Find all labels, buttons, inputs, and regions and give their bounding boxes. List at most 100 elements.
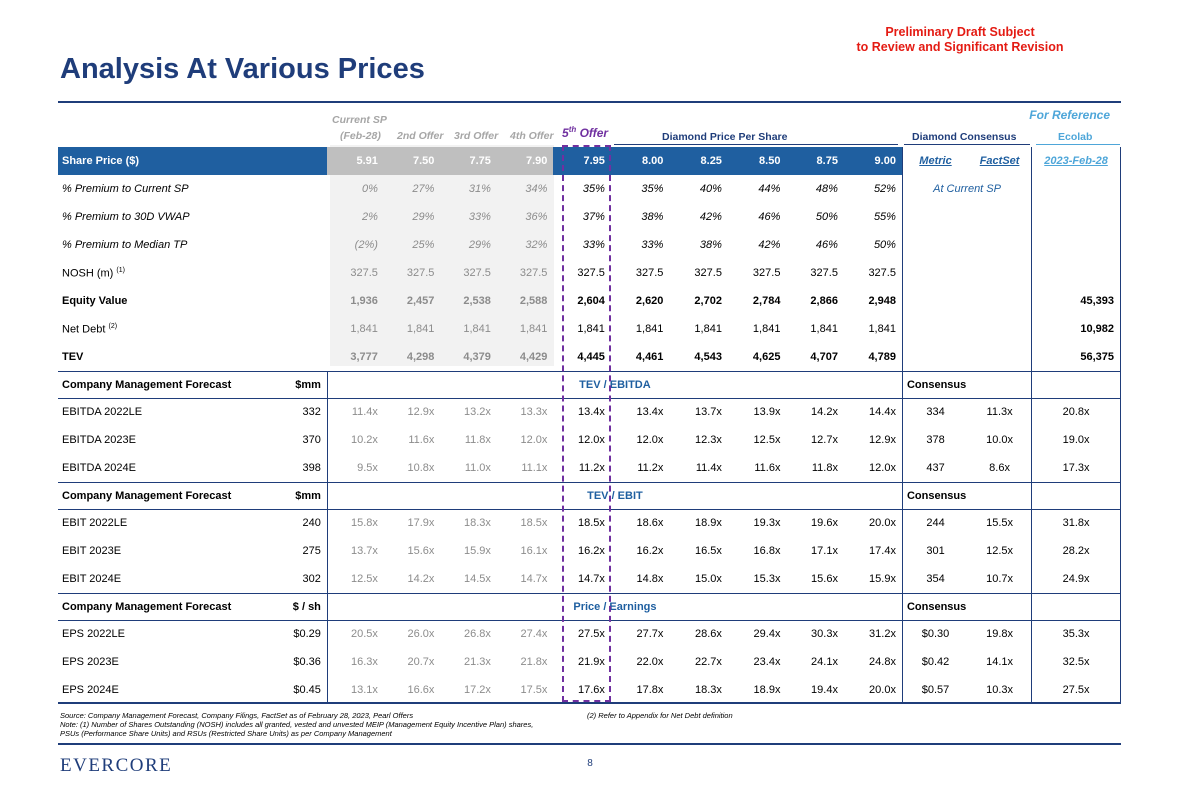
value-cell: 327.5 — [694, 267, 722, 279]
consensus-value: 354 — [901, 565, 969, 593]
forecast-row: EBIT 2022LE 240 15.8x 17.9x 18.3x 18.5x 18.5x 1… — [58, 508, 1121, 537]
value-cell: 12.0x — [636, 434, 664, 446]
page-number: 8 — [587, 758, 593, 769]
share-price-value: 8.00 — [610, 147, 670, 175]
value-cell: 327.5 — [577, 267, 605, 279]
prior-offer-cell: 25% — [412, 239, 435, 251]
value-cell: 11.8x — [811, 461, 838, 474]
base-value: $0.45 — [293, 684, 321, 696]
row-label: EBITDA 2024E — [62, 461, 136, 474]
value-cell: 15.9x — [869, 572, 896, 585]
share-price-offer4: 7.90 — [496, 147, 554, 175]
metric-row: Equity Value 1,936 2,457 2,538 2,588 2,604 2,6… — [58, 287, 1121, 315]
consensus-multiple: 10.3x — [986, 684, 1014, 696]
footnote-ref: (1) — [116, 266, 125, 274]
value-cell: 35% — [582, 183, 605, 195]
value-cell: 38% — [641, 211, 664, 223]
prior-offer-cell: 33% — [468, 211, 491, 223]
value-cell: 4,789 — [868, 350, 896, 363]
value-cell: 14.8x — [636, 572, 664, 585]
prior-offer-cell: 9.5x — [326, 454, 384, 482]
prior-offer-cell: 31% — [468, 183, 491, 195]
prior-offer-cell: 29% — [468, 239, 491, 251]
consensus-value: 244 — [901, 508, 969, 537]
prior-offer-cell: 14.5x — [463, 572, 491, 585]
ecolab-cell — [1031, 231, 1121, 259]
base-value: $0.36 — [293, 656, 321, 668]
ecolab-cell — [1031, 203, 1121, 231]
row-label-text: % Premium to Current SP — [62, 183, 189, 195]
prior-offer-cell: 0% — [362, 183, 378, 195]
prior-offer-cell: 27.4x — [496, 619, 554, 648]
value-cell: 19.4x — [811, 684, 838, 696]
value-cell: 44% — [758, 183, 781, 195]
value-cell: 16.2x — [636, 545, 664, 557]
share-price-row: Share Price ($) 5.91 7.50 7.75 7.90 7.95… — [58, 147, 1121, 175]
section-multiple: TEV / EBITDA — [326, 370, 903, 398]
offer2-header: 2nd Offer — [397, 130, 444, 142]
prior-offer-cell: 26.8x — [440, 619, 497, 648]
prior-offer-cell: 18.3x — [440, 508, 497, 537]
prior-offer-cell: 4,298 — [406, 350, 435, 363]
offer5-header: 5th Offer — [562, 125, 608, 140]
prior-offer-cell: 34% — [525, 183, 548, 195]
section-ecolab-blank — [1031, 592, 1121, 620]
value-cell: 4,707 — [810, 350, 838, 363]
prior-offer-cell: 17.5x — [520, 684, 548, 696]
prior-offer-cell: 1,841 — [463, 323, 491, 335]
row-label-text: TEV — [62, 350, 84, 363]
section-unit: $ / sh — [239, 592, 328, 620]
section-header-row: Company Management Forecast $mm TEV / EBIT… — [58, 481, 1121, 509]
value-cell: 2,702 — [694, 295, 722, 307]
consensus-value: 378 — [901, 426, 969, 454]
table-bottom-rule — [58, 702, 1121, 704]
offer5-number: 5 — [562, 126, 569, 140]
consensus-multiple: 15.5x — [968, 508, 1032, 537]
consensus-multiple: 10.0x — [986, 434, 1014, 446]
consensus-cell — [901, 231, 1032, 259]
prior-offer-cell: 20.7x — [407, 656, 435, 668]
ecolab-cell: 45,393 — [1031, 287, 1121, 315]
share-price-value: 8.25 — [669, 147, 728, 175]
prior-offer-cell: 2% — [362, 211, 378, 223]
value-cell: 13.4x — [610, 397, 670, 426]
footnotes: Source: Company Management Forecast, Com… — [60, 711, 533, 738]
prior-offer-cell: 12.5x — [326, 565, 384, 593]
row-label: Net Debt (2) — [58, 315, 327, 343]
ecolab-cell: 17.3x — [1031, 454, 1121, 482]
value-cell: 1,841 — [810, 323, 838, 335]
value-cell: 55% — [873, 211, 896, 223]
section-header-row: Company Management Forecast $ / sh Price /… — [58, 592, 1121, 620]
row-label: EPS 2022LE — [58, 619, 240, 648]
consensus-cell — [901, 259, 1032, 287]
value-cell: 15.3x — [753, 572, 781, 585]
value-cell: 18.3x — [695, 684, 722, 696]
value-cell: 30.3x — [786, 619, 844, 648]
value-cell: 35% — [641, 183, 664, 195]
footnote-note1: Note: (1) Number of Shares Outstanding (… — [60, 720, 534, 729]
prior-offer-cell: 21.3x — [463, 656, 491, 668]
ecolab-cell: 20.8x — [1031, 397, 1121, 426]
prior-offer-cell: 10.2x — [326, 426, 384, 454]
value-cell: 13.7x — [669, 397, 728, 426]
prior-offer-cell: 2,588 — [519, 295, 548, 307]
current-sp-header: Current SP — [332, 114, 387, 126]
prior-offer-cell: 13.2x — [440, 397, 497, 426]
footnote-note2: (2) Refer to Appendix for Net Debt defin… — [587, 711, 733, 720]
prior-offer-cell: 1,841 — [519, 323, 548, 335]
prior-offer-cell: 2,538 — [463, 295, 491, 307]
value-cell: 13.9x — [727, 397, 787, 426]
value-cell: 14.7x — [577, 572, 605, 585]
value-cell: 19.3x — [727, 508, 787, 537]
value-cell: 2,866 — [810, 295, 838, 307]
value-cell: 1,841 — [868, 323, 896, 335]
footer-rule — [58, 743, 1121, 745]
value-cell: 48% — [815, 183, 838, 195]
value-cell: 22.7x — [695, 656, 722, 668]
prior-offer-cell: 17.9x — [383, 508, 441, 537]
ecolab-underline — [1036, 144, 1120, 145]
consensus-multiple: 11.3x — [968, 397, 1032, 426]
consensus-multiple: 14.1x — [986, 656, 1014, 668]
value-cell: 16.5x — [695, 545, 722, 557]
value-cell: 17.1x — [811, 545, 838, 557]
